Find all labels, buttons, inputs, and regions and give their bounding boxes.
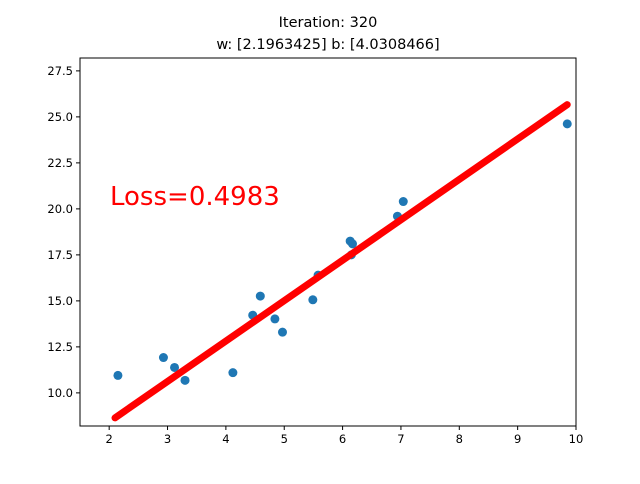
y-tick-label: 25.0 bbox=[47, 110, 73, 124]
data-point bbox=[170, 362, 180, 372]
y-tick-label: 17.5 bbox=[47, 248, 73, 262]
data-point bbox=[348, 239, 358, 249]
axes-frame bbox=[79, 57, 577, 427]
data-point bbox=[228, 368, 238, 378]
loss-annotation: Loss=0.4983 bbox=[110, 182, 280, 212]
chart-title: Iteration: 320 bbox=[279, 15, 378, 31]
x-tick-label: 5 bbox=[281, 432, 288, 446]
y-tick-label: 20.0 bbox=[47, 202, 73, 216]
regression-line bbox=[111, 101, 571, 422]
y-tick-label: 10.0 bbox=[47, 386, 73, 400]
y-tick-label: 15.0 bbox=[47, 294, 73, 308]
x-tick-label: 10 bbox=[569, 432, 584, 446]
x-tick-label: 7 bbox=[397, 432, 404, 446]
y-tick-label: 22.5 bbox=[47, 156, 73, 170]
x-tick-label: 3 bbox=[164, 432, 171, 446]
x-tick-label: 9 bbox=[514, 432, 521, 446]
x-tick-label: 2 bbox=[106, 432, 113, 446]
data-point bbox=[180, 375, 190, 385]
y-tick-label: 27.5 bbox=[47, 64, 73, 78]
data-point bbox=[113, 370, 123, 380]
y-tick-label: 12.5 bbox=[47, 340, 73, 354]
data-point bbox=[270, 314, 280, 324]
plot-area: 2 3 4 5 6 7 8 9 10 10.0 12.5 15.0 17.5 20.0 22.5 25.0 27… bbox=[47, 57, 584, 446]
data-point bbox=[277, 327, 287, 337]
data-point bbox=[158, 353, 168, 363]
x-tick-label: 8 bbox=[456, 432, 463, 446]
x-tick-label: 6 bbox=[339, 432, 346, 446]
chart-subtitle: w: [2.1963425] b: [4.0308466] bbox=[216, 37, 439, 53]
data-point bbox=[398, 197, 408, 207]
data-point bbox=[562, 119, 572, 129]
x-tick-label: 4 bbox=[222, 432, 229, 446]
data-point bbox=[308, 295, 318, 305]
data-point bbox=[255, 291, 265, 301]
